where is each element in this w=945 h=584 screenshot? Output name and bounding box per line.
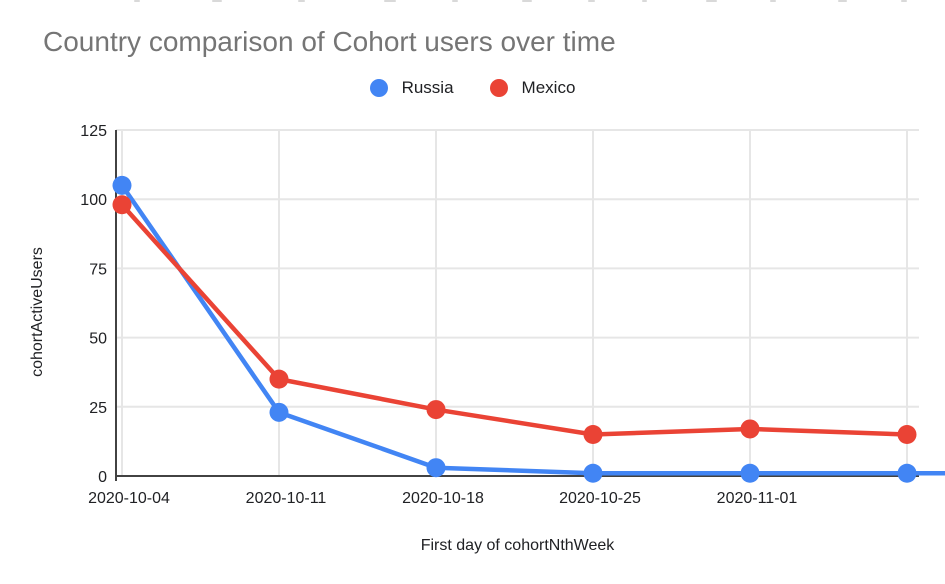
x-tick-label: 2020-10-04	[88, 490, 170, 507]
legend-swatch-mexico-icon	[489, 79, 508, 97]
data-point-russia-5[interactable]	[897, 463, 917, 483]
cropped-text-mark	[838, 0, 847, 2]
data-point-mexico-4[interactable]	[740, 419, 760, 439]
cropped-text-mark	[298, 0, 305, 2]
cropped-text-mark	[588, 0, 595, 2]
y-tick-label: 100	[80, 192, 107, 209]
legend-item-russia[interactable]: Russia	[369, 78, 454, 98]
y-tick-label: 0	[98, 469, 107, 486]
cropped-text-mark	[770, 0, 776, 2]
x-axis-title: First day of cohortNthWeek	[420, 537, 615, 554]
data-point-russia-3[interactable]	[583, 463, 603, 483]
data-point-mexico-1[interactable]	[269, 369, 289, 389]
y-tick-label: 50	[89, 331, 107, 348]
cropped-text-mark	[706, 0, 717, 2]
data-point-russia-1[interactable]	[269, 402, 289, 422]
x-tick-label: 2020-10-25	[559, 490, 641, 507]
x-tick-label: 2020-10-11	[246, 490, 327, 507]
data-point-russia-4[interactable]	[740, 463, 760, 483]
data-point-mexico-2[interactable]	[426, 400, 446, 420]
y-tick-label: 75	[89, 261, 107, 278]
cropped-text-mark	[212, 0, 222, 2]
chart-legend: Russia Mexico	[0, 78, 945, 98]
cropped-text-artifact	[0, 0, 945, 4]
y-tick-label: 25	[89, 400, 107, 417]
legend-label-mexico: Mexico	[521, 78, 576, 97]
data-point-russia-0[interactable]	[112, 175, 132, 195]
cropped-text-mark	[522, 0, 532, 2]
cropped-text-mark	[384, 0, 396, 2]
y-tick-label: 125	[80, 123, 107, 140]
legend-label-russia: Russia	[401, 78, 454, 97]
data-point-mexico-0[interactable]	[112, 195, 132, 215]
x-tick-label: 2020-10-18	[402, 490, 484, 507]
cropped-text-mark	[452, 0, 458, 2]
legend-item-mexico[interactable]: Mexico	[489, 78, 576, 98]
series-line-mexico	[119, 202, 910, 437]
x-tick-label: 2020-11-01	[717, 490, 798, 507]
data-point-russia-2[interactable]	[426, 458, 446, 478]
legend-swatch-russia-icon	[369, 79, 388, 97]
cropped-text-mark	[134, 0, 140, 2]
data-point-mexico-3[interactable]	[583, 424, 603, 444]
chart-title: Country comparison of Cohort users over …	[43, 26, 616, 57]
cropped-text-mark	[642, 0, 647, 2]
cropped-text-mark	[901, 0, 907, 2]
data-point-mexico-5[interactable]	[897, 424, 917, 444]
y-axis-title: cohortActiveUsers	[29, 247, 46, 377]
